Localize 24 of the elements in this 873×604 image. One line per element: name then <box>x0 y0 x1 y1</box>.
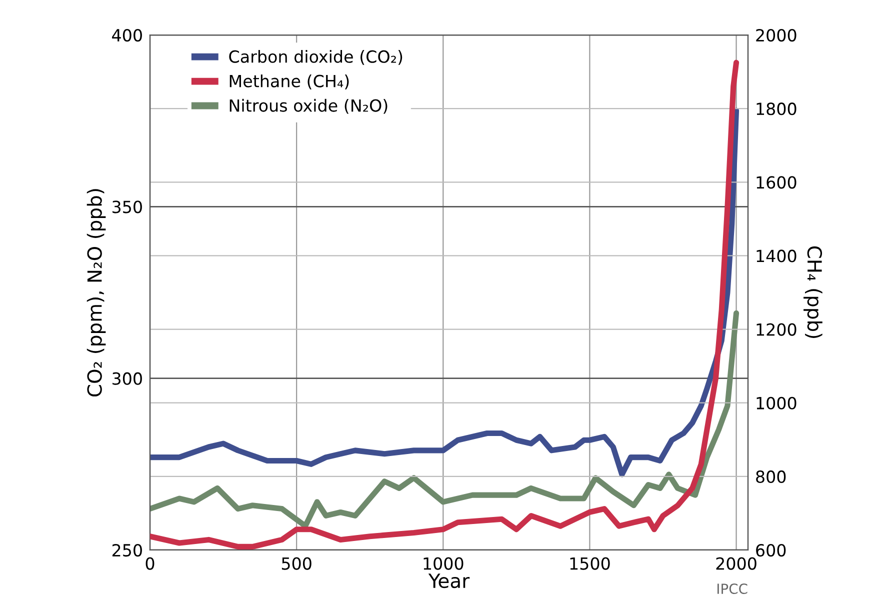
text: IPCC <box>717 584 748 594</box>
y2-tick-label: 1200 <box>756 323 796 336</box>
legend-label: Carbon dioxide (CO₂) <box>229 50 402 65</box>
y-axis-title: CO₂ (ppm), N₂O (ppb) <box>86 189 106 396</box>
x-tick-label: 500 <box>282 557 312 570</box>
y2-tick-label: 1000 <box>756 396 796 410</box>
y2-tick-label: 800 <box>756 470 786 483</box>
x-axis-title: Year <box>428 574 470 588</box>
y-tick-label: 400 <box>112 28 142 42</box>
y-tick-label: 300 <box>112 372 142 385</box>
y2-tick-label: 600 <box>756 544 786 557</box>
x-tick-label: 1500 <box>570 557 610 570</box>
legend-label: Nitrous oxide (N₂O) <box>230 98 388 114</box>
legend-label: Methane (CH₄) <box>230 74 349 90</box>
y2-tick-label: 1800 <box>756 102 796 116</box>
x-tick-label: 1000 <box>424 557 464 570</box>
y2-tick-label: 1600 <box>756 176 796 189</box>
y-tick-label: 250 <box>112 544 142 557</box>
y2-tick-label: 1400 <box>756 250 796 262</box>
x-tick-label: 0 <box>146 557 154 570</box>
y-tick-label: 350 <box>112 200 142 214</box>
y2-tick-label: 2000 <box>756 28 796 42</box>
y2-axis-title: CH₄ (ppb) <box>804 246 822 338</box>
x-tick-label: 2000 <box>716 557 756 570</box>
